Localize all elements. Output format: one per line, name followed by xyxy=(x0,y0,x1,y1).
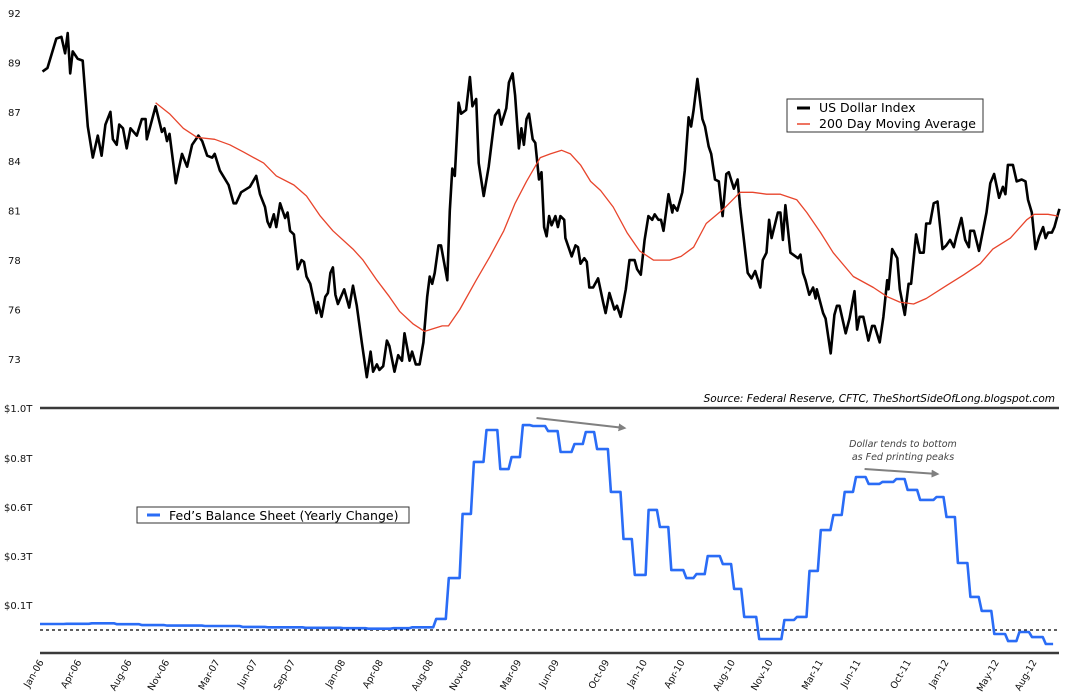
x-tick-label: Sep-07 xyxy=(272,658,298,692)
y-tick-label: 87 xyxy=(8,108,21,119)
x-tick-label: Jan-10 xyxy=(625,658,650,690)
x-tick-label: Jun-07 xyxy=(235,658,260,691)
dollar-y-axis-ticks: 92 89 87 84 81 78 76 73 xyxy=(8,9,21,366)
dollar-index-line xyxy=(41,31,1061,379)
x-tick-label: Aug-12 xyxy=(1013,658,1040,693)
x-tick-label: Apr-10 xyxy=(662,658,687,691)
fed-balance-sheet-line xyxy=(40,423,1054,646)
x-tick-label: Apr-06 xyxy=(59,658,84,691)
x-tick-label: May-12 xyxy=(975,658,1002,694)
x-tick-label: Jan-08 xyxy=(323,658,348,690)
moving-average-line xyxy=(155,102,1059,333)
y-tick-label: $1.0T xyxy=(4,404,33,415)
x-tick-label: Apr-08 xyxy=(361,658,386,691)
y-tick-label: 76 xyxy=(8,305,21,316)
x-tick-label: Mar-09 xyxy=(498,658,524,692)
y-tick-label: $0.6T xyxy=(4,503,33,514)
annotation-arrow xyxy=(536,417,627,432)
x-tick-label: Mar-11 xyxy=(800,658,826,692)
fed-legend: Fed’s Balance Sheet (Yearly Change) xyxy=(136,506,410,524)
legend-label-dollar-index: US Dollar Index xyxy=(819,100,915,115)
dollar-plot-area xyxy=(41,31,1061,379)
x-tick-label: Oct-09 xyxy=(587,658,613,691)
y-tick-label: $0.8T xyxy=(4,454,33,465)
x-tick-label: Aug-08 xyxy=(410,658,437,693)
y-tick-label: $0.3T xyxy=(4,552,33,563)
x-tick-label: Aug-10 xyxy=(711,658,738,693)
x-tick-label: Jan-12 xyxy=(927,658,952,690)
annotation-text-line-1: Dollar tends to bottom xyxy=(849,439,957,450)
annotation-dollar-bottom: Dollar tends to bottom as Fed printing p… xyxy=(849,439,957,463)
x-tick-label: Jun-09 xyxy=(537,658,562,691)
y-tick-label: 81 xyxy=(8,207,21,218)
fed-plot-area xyxy=(40,423,1059,646)
x-tick-label: Nov-08 xyxy=(448,658,474,693)
x-tick-label: Jan-06 xyxy=(21,658,46,690)
y-tick-label: 78 xyxy=(8,256,21,267)
x-tick-label: Mar-07 xyxy=(197,658,223,692)
x-tick-label: Nov-10 xyxy=(749,658,775,693)
annotation-text-line-2: as Fed printing peaks xyxy=(852,452,954,463)
legend-label-fed-balance-sheet: Fed’s Balance Sheet (Yearly Change) xyxy=(169,508,398,523)
x-tick-label: Oct-11 xyxy=(888,658,914,691)
x-axis-ticks: Jan-06 Apr-06 Aug-06 Nov-06 Mar-07 Jun-07 Sep-… xyxy=(21,658,1039,694)
dollar-legend: US Dollar Index 200 Day Moving Average xyxy=(786,98,984,133)
x-tick-label: Jun-11 xyxy=(838,658,863,691)
x-tick-label: Nov-06 xyxy=(146,658,172,693)
annotation-arrows xyxy=(536,417,940,478)
fed-y-axis-ticks: $1.0T $0.8T $0.6T $0.3T $0.1T xyxy=(4,404,33,612)
legend-label-moving-average: 200 Day Moving Average xyxy=(819,116,976,131)
y-tick-label: 89 xyxy=(8,58,21,69)
y-tick-label: 84 xyxy=(8,157,21,168)
dollar-legend-box xyxy=(786,98,984,133)
annotation-arrow xyxy=(864,468,940,478)
fed-legend-box xyxy=(136,506,410,524)
x-tick-label: Aug-06 xyxy=(108,658,135,693)
source-note: Source: Federal Reserve, CFTC, TheShortS… xyxy=(704,393,1055,405)
y-tick-label: 92 xyxy=(8,9,21,20)
y-tick-label: $0.1T xyxy=(4,601,33,612)
y-tick-label: 73 xyxy=(8,355,21,366)
